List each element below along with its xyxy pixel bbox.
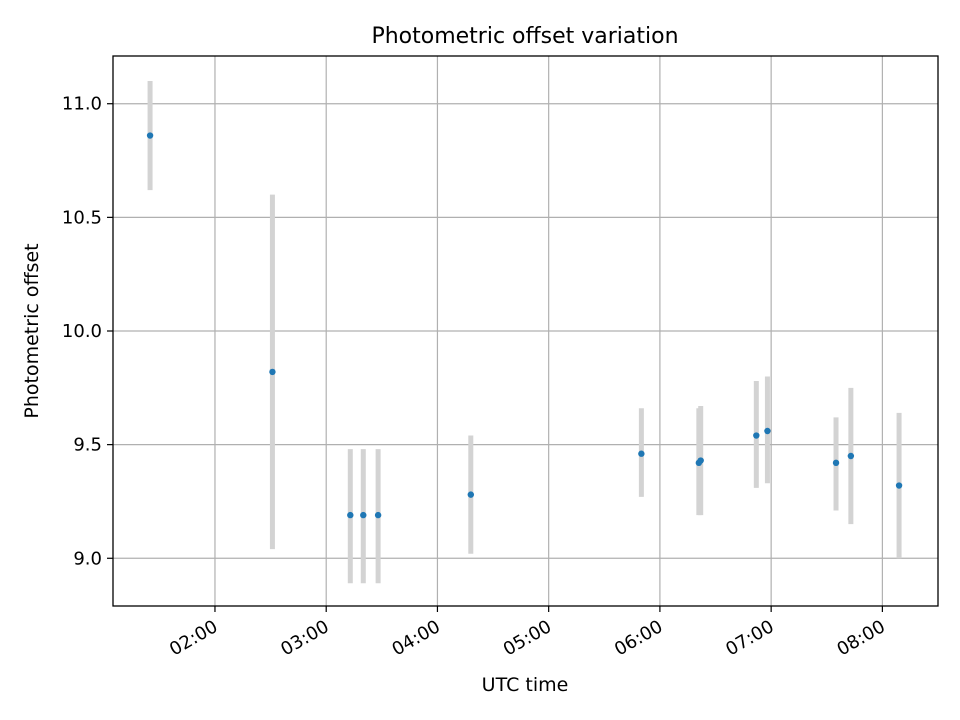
- data-point: [146, 132, 154, 139]
- x-axis: 02:00 03:00 04:00 05:00 06:00 07:00 08:00: [166, 606, 889, 660]
- x-tick-label: 08:00: [833, 616, 888, 660]
- y-tick-label: 10.5: [62, 207, 102, 228]
- x-tick-label: 03:00: [277, 616, 332, 660]
- x-tick-label: 02:00: [166, 616, 221, 660]
- data-point: [347, 511, 354, 519]
- y-tick-label: 9.0: [73, 548, 102, 569]
- data-point: [895, 482, 903, 489]
- data-point: [638, 450, 645, 457]
- data-point: [753, 432, 760, 439]
- chart-title: Photometric offset variation: [371, 24, 678, 49]
- y-axis: 9.0 9.5 10.0 10.5 11.0: [62, 94, 113, 569]
- y-tick-label: 9.5: [73, 435, 102, 456]
- x-tick-label: 07:00: [722, 616, 777, 660]
- data-point: [847, 452, 855, 460]
- x-axis-label: UTC time: [482, 674, 569, 696]
- data-point: [467, 491, 475, 498]
- data-point: [832, 459, 840, 467]
- x-tick-label: 05:00: [500, 616, 555, 660]
- data-points: [146, 132, 903, 519]
- grid: [113, 56, 938, 606]
- data-point: [360, 511, 367, 519]
- data-point: [269, 368, 276, 376]
- error-bars: [147, 81, 902, 584]
- y-axis-label: Photometric offset: [21, 243, 43, 418]
- data-point: [697, 457, 704, 464]
- data-point: [374, 511, 382, 519]
- y-tick-label: 10.0: [62, 321, 102, 342]
- x-tick-label: 04:00: [389, 616, 444, 660]
- data-point: [764, 427, 771, 435]
- x-tick-label: 06:00: [611, 616, 666, 660]
- y-tick-label: 11.0: [62, 94, 102, 115]
